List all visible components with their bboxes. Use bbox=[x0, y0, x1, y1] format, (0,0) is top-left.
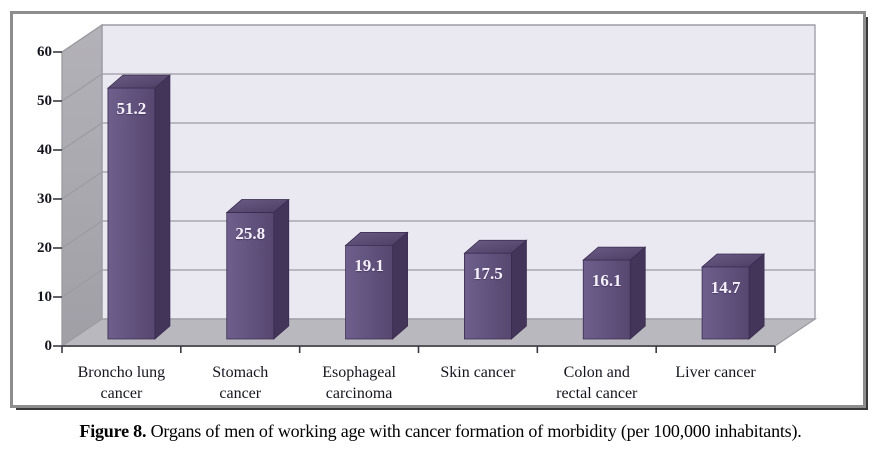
figure-caption: Figure 8. Organs of men of working age w… bbox=[0, 421, 881, 442]
x-axis-category-label: Skin cancer bbox=[406, 362, 550, 383]
gridline-side-wall bbox=[61, 220, 103, 249]
figure-caption-text: Organs of men of working age with cancer… bbox=[146, 421, 802, 441]
bar-front-face bbox=[582, 259, 631, 340]
gridline-side-wall bbox=[61, 73, 103, 102]
y-axis-tick-label: 60 bbox=[37, 44, 52, 60]
bar-value-label: 51.2 bbox=[116, 99, 147, 119]
bar-side-face bbox=[629, 246, 646, 340]
x-axis-category-label-line: cancer bbox=[219, 385, 262, 402]
bar-value-label: 25.8 bbox=[235, 223, 266, 243]
y-axis-tick-label: 50 bbox=[37, 93, 52, 109]
x-axis-category-label: Colon and rectal cancer bbox=[525, 362, 669, 404]
x-axis-category-label: Stomach cancer bbox=[168, 362, 312, 404]
y-axis-tick-label: 40 bbox=[37, 142, 52, 158]
y-axis-tick-label: 10 bbox=[37, 289, 52, 305]
bar-front-face bbox=[107, 87, 156, 340]
bar-value-label: 14.7 bbox=[710, 277, 741, 297]
x-axis-category-label: Broncho lung cancer bbox=[49, 362, 193, 404]
x-axis-category-label-line: Stomach bbox=[212, 364, 269, 381]
y-axis-tick-label: 0 bbox=[44, 338, 53, 354]
gridline-side-wall bbox=[61, 269, 103, 298]
x-axis-category-label-line: cancer bbox=[100, 385, 143, 402]
bar-side-face bbox=[273, 198, 290, 340]
bar-front-face bbox=[226, 212, 275, 340]
bar-side-face bbox=[511, 239, 527, 340]
bar-front-face bbox=[345, 245, 393, 340]
x-axis-category-label-line: Liver cancer bbox=[675, 364, 756, 381]
y-axis-tick-label: 30 bbox=[37, 191, 52, 207]
bar-value-label: 17.5 bbox=[473, 264, 503, 284]
x-axis-category-label-line: carcinoma bbox=[325, 385, 393, 402]
bar-front-face bbox=[701, 266, 750, 340]
y-axis-tick-label: 20 bbox=[37, 240, 52, 256]
gridline-side-wall bbox=[61, 24, 103, 53]
bar-front-face bbox=[464, 252, 512, 340]
x-axis-category-label: Liver cancer bbox=[644, 362, 788, 383]
x-axis-category-label-line: Skin cancer bbox=[440, 364, 516, 381]
x-axis-category-label-line: rectal cancer bbox=[556, 385, 638, 402]
bar-value-label: 19.1 bbox=[354, 256, 384, 276]
figure-caption-label: Figure 8. bbox=[79, 421, 147, 441]
bar-side-face bbox=[392, 231, 408, 340]
bar-value-label: 16.1 bbox=[591, 271, 622, 291]
gridline-side-wall bbox=[61, 171, 103, 200]
x-axis-category-label-line: Esophageal bbox=[322, 364, 396, 381]
x-axis-category-label: Esophageal carcinoma bbox=[287, 362, 431, 404]
x-axis-category-label-line: Broncho lung bbox=[77, 364, 166, 381]
x-axis-category-label-line: Colon and bbox=[563, 364, 630, 381]
gridline-side-wall bbox=[61, 122, 103, 151]
